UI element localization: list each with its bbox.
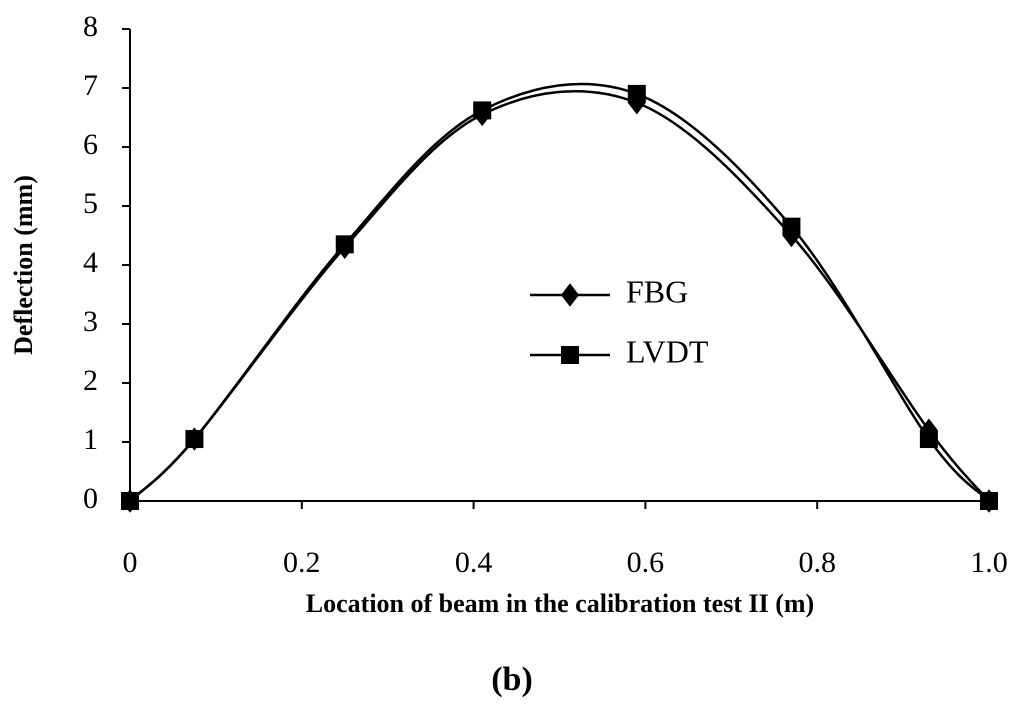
y-axis-label: Deflection (mm) [9, 175, 38, 355]
marker-square [561, 346, 579, 364]
x-tick-label: 1.0 [970, 546, 1008, 579]
x-tick-label: 0.2 [283, 546, 321, 579]
y-tick-label: 0 [83, 482, 98, 515]
x-tick-label: 0 [123, 546, 138, 579]
y-tick-label: 6 [83, 128, 98, 161]
x-tick-label: 0.4 [455, 546, 493, 579]
x-tick-label: 0.6 [627, 546, 665, 579]
series-line [129, 82, 990, 502]
caption: (b) [491, 661, 533, 698]
marker-square [980, 492, 998, 510]
legend-label: LVDT [626, 333, 709, 369]
y-tick-label: 1 [83, 423, 98, 456]
marker-square [919, 430, 938, 449]
y-tick-label: 3 [83, 305, 98, 338]
marker-square [473, 101, 492, 120]
legend-label: FBG [626, 273, 688, 309]
y-tick-label: 4 [83, 246, 98, 279]
x-tick-label: 0.8 [798, 546, 836, 579]
y-tick-label: 2 [83, 364, 98, 397]
marker-square [185, 430, 204, 449]
marker-square [782, 217, 801, 236]
marker-square [335, 235, 354, 254]
x-axis-label: Location of beam in the calibration test… [306, 589, 814, 618]
y-tick-label: 5 [83, 187, 98, 220]
marker-diamond [561, 283, 579, 307]
marker-square [627, 84, 646, 103]
marker-square [121, 492, 139, 510]
y-tick-label: 8 [83, 10, 98, 43]
y-tick-label: 7 [83, 69, 98, 102]
